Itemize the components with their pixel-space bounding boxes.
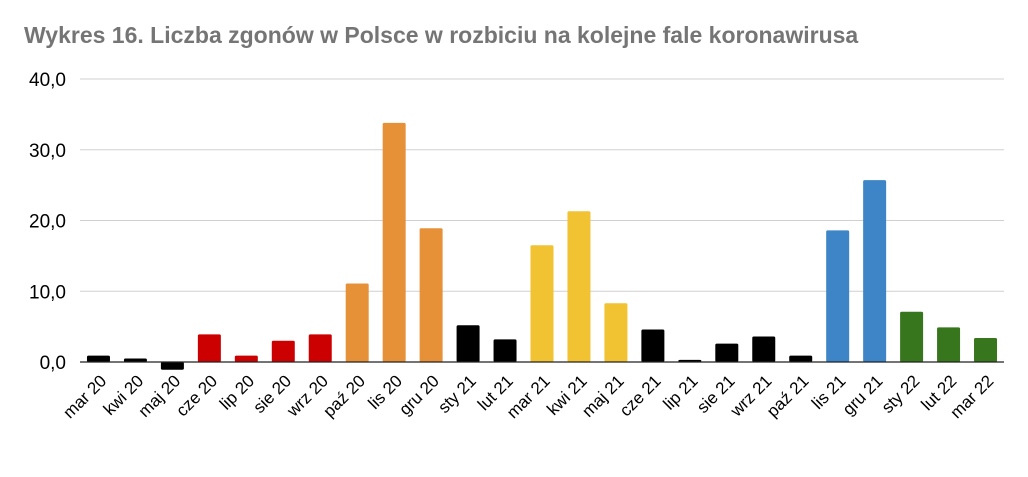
x-tick-label: sty 22 <box>878 371 924 417</box>
bar-sie-20 <box>271 340 295 362</box>
bar-lis-21 <box>826 230 850 362</box>
bar-cze-20 <box>197 334 221 362</box>
bar-gru-20 <box>419 228 443 362</box>
y-tick-label: 20,0 <box>29 212 66 233</box>
bar-gru-21 <box>863 180 887 362</box>
x-tick-label: paź 20 <box>319 371 369 421</box>
x-tick-label: lip 20 <box>216 371 258 413</box>
bar-wrz-21 <box>752 336 776 362</box>
x-tick-label: cze 20 <box>172 371 221 420</box>
bars <box>86 122 998 370</box>
bar-sty-22 <box>900 311 924 362</box>
bar-wrz-20 <box>308 334 332 362</box>
bar-maj-20 <box>160 362 184 370</box>
bar-paź-21 <box>789 355 813 362</box>
x-tick-label: maj 21 <box>578 371 628 421</box>
y-tick-label: 10,0 <box>29 282 66 303</box>
x-tick-label: cze 21 <box>616 371 665 420</box>
bar-lut-22 <box>937 327 961 362</box>
x-tick-label: mar 20 <box>59 371 110 422</box>
y-tick-label: 30,0 <box>29 141 66 162</box>
x-tick-label: gru 21 <box>839 371 887 419</box>
bar-mar-20 <box>86 355 110 362</box>
bar-paź-20 <box>345 283 369 362</box>
x-tick-label: lip 21 <box>659 371 701 413</box>
grid-lines <box>80 78 1004 292</box>
bar-cze-21 <box>641 329 665 362</box>
x-tick-label: gru 20 <box>395 371 443 419</box>
bar-sie-21 <box>715 343 739 362</box>
x-tick-label: maj 20 <box>135 371 185 421</box>
bar-mar-21 <box>530 245 554 362</box>
bar-sty-21 <box>456 325 480 362</box>
x-tick-label: paź 21 <box>763 371 813 421</box>
y-tick-label: 40,0 <box>29 70 66 91</box>
x-tick-label: sty 21 <box>434 371 480 417</box>
bar-lut-21 <box>493 339 517 362</box>
bar-mar-22 <box>974 337 998 362</box>
bar-lis-20 <box>382 122 406 363</box>
y-tick-label: 0,0 <box>40 353 66 374</box>
chart-title: Wykres 16. Liczba zgonów w Polsce w rozb… <box>24 22 859 48</box>
bar-kwi-21 <box>567 211 591 362</box>
bar-lip-20 <box>234 355 258 362</box>
bar-kwi-20 <box>123 358 147 362</box>
y-axis-ticks: 0,0 10,0 20,0 30,0 40,0 <box>29 70 66 374</box>
bar-maj-21 <box>604 303 628 362</box>
